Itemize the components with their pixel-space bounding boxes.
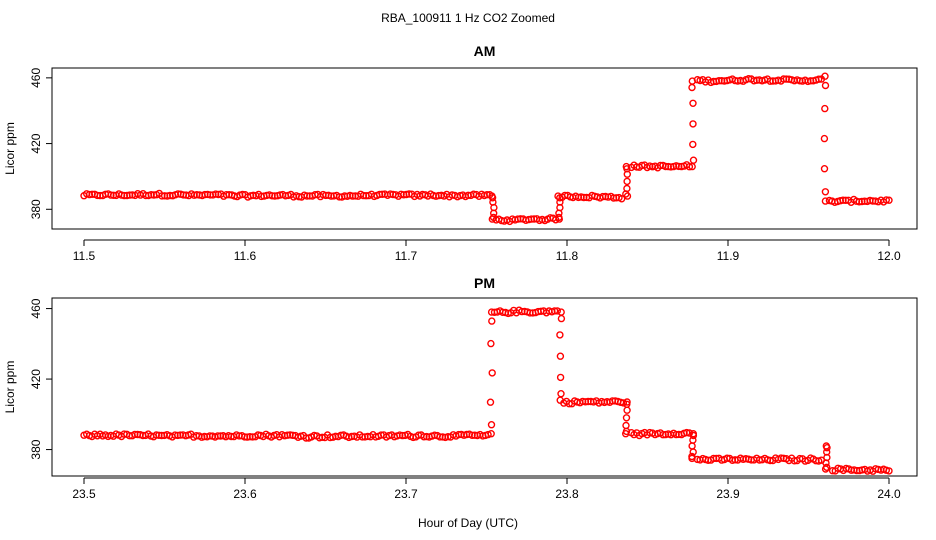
data-point [556, 331, 564, 339]
data-point [488, 317, 496, 325]
data-point [688, 454, 696, 463]
data-point [556, 352, 565, 360]
data-point [689, 431, 698, 440]
data-point [885, 467, 893, 475]
data-point [619, 399, 628, 407]
data-point [487, 430, 495, 438]
chart-title: RBA_100911 1 Hz CO2 Zoomed [381, 11, 555, 25]
panel-pm: PM 23.5 23.6 23.7 23.8 23.9 24.0 380 420 460 Licor… [3, 275, 918, 501]
data-point [622, 162, 630, 171]
data-point [554, 192, 562, 200]
data-point [821, 465, 830, 473]
y-tick-label-pm: 460 [29, 298, 43, 318]
data-point [689, 156, 698, 164]
x-tick-label-pm: 23.5 [72, 487, 96, 501]
data-point [820, 134, 829, 143]
data-point [885, 196, 893, 204]
data-point [688, 83, 696, 92]
y-tick-label-am: 460 [29, 68, 43, 88]
y-axis-title-pm: Licor ppm [3, 361, 17, 414]
data-point [622, 421, 630, 430]
plot-frame-pm [51, 297, 918, 477]
y-tick-label-am: 380 [29, 199, 43, 219]
data-point [555, 213, 563, 222]
data-point [688, 77, 696, 85]
data-point [672, 430, 680, 439]
data-point [688, 442, 696, 450]
data-point [487, 421, 496, 429]
x-tick-label-pm: 23.8 [555, 487, 579, 501]
x-tick-label-pm: 23.7 [394, 487, 418, 501]
x-tick-label-pm: 23.6 [233, 487, 257, 501]
data-point [488, 215, 496, 223]
data-point [488, 369, 496, 377]
data-point [623, 184, 631, 193]
data-point [815, 75, 823, 83]
data-point [484, 430, 492, 439]
data-point [553, 307, 561, 315]
data-point [623, 177, 631, 186]
data-point [689, 99, 697, 108]
data-point [823, 444, 831, 452]
data-point [556, 194, 564, 202]
panel-am: AM 11.5 11.6 11.7 11.8 11.9 12.0 380 420 460 Licor… [3, 43, 918, 263]
data-point [623, 406, 631, 414]
panel-title-pm: PM [474, 275, 495, 291]
x-tick-label-am: 11.7 [395, 249, 418, 263]
y-tick-label-am: 420 [29, 133, 43, 153]
y-axis-title-am: Licor ppm [3, 122, 17, 175]
y-tick-label-pm: 380 [29, 439, 43, 459]
data-point [487, 308, 496, 316]
data-point [622, 414, 631, 422]
data-point [556, 373, 565, 382]
data-point [820, 164, 829, 173]
data-point [622, 430, 630, 438]
data-point [821, 81, 830, 90]
y-tick-label-pm: 420 [29, 369, 43, 389]
x-tick-label-pm: 24.0 [877, 487, 901, 501]
data-point [557, 390, 565, 398]
data-points-pm [80, 306, 893, 475]
data-point [557, 314, 566, 323]
data-point [821, 197, 830, 205]
x-tick-label-am: 11.9 [717, 249, 740, 263]
data-point [489, 213, 498, 222]
data-point [689, 140, 697, 149]
data-point [486, 398, 495, 406]
data-point [550, 307, 559, 315]
data-point [821, 188, 830, 196]
data-point [556, 396, 564, 404]
x-tick-label-am: 11.6 [234, 249, 257, 263]
data-point [821, 104, 829, 113]
data-point [882, 196, 890, 204]
data-point [557, 308, 565, 316]
data-point [487, 339, 495, 348]
x-tick-label-pm: 23.9 [716, 487, 740, 501]
data-point [821, 72, 829, 80]
data-point [683, 428, 691, 437]
data-point [664, 162, 672, 171]
plot-frame-am [51, 67, 918, 230]
data-point [618, 195, 626, 203]
panel-title-am: AM [474, 43, 496, 59]
x-tick-label-am: 11.5 [73, 249, 96, 263]
data-point [488, 194, 497, 202]
x-tick-label-am: 11.8 [556, 249, 579, 263]
data-point [685, 162, 694, 171]
data-points-am [80, 72, 893, 226]
x-axis-title: Hour of Day (UTC) [418, 516, 518, 530]
data-point [689, 120, 697, 128]
x-tick-label-am: 12.0 [877, 249, 901, 263]
